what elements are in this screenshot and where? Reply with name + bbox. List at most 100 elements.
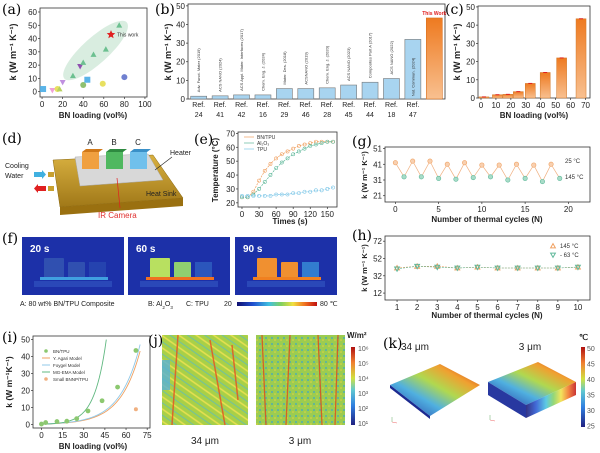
data-point <box>274 156 279 161</box>
panel-label-d: (d) <box>2 131 22 147</box>
y-tick-label: 50 <box>28 21 37 30</box>
bar <box>211 95 229 100</box>
data-point <box>116 22 123 28</box>
data-point <box>99 398 105 404</box>
bar <box>233 94 250 100</box>
x-tick-label: 60 <box>566 101 575 110</box>
legend-marker <box>549 242 557 249</box>
hot-path <box>285 334 291 426</box>
colorbar-tick-label: 10¹ <box>358 421 369 428</box>
colorbar-tick-label: 45 <box>587 362 595 369</box>
x-tick-label: 150 <box>321 210 335 219</box>
data-point <box>102 46 109 52</box>
cooling-label: Cooling <box>5 163 29 170</box>
data-point <box>427 158 433 164</box>
x-tick-label: 70 <box>581 101 590 110</box>
y-tick-label: 60 <box>28 8 37 17</box>
this-work-label: This work <box>117 33 139 39</box>
legend-label: Small BNNP/TPU <box>53 377 88 382</box>
y-tick-label: 10 <box>466 76 475 85</box>
data-point <box>531 162 537 168</box>
heater-strip <box>40 277 108 280</box>
y-tick-label: 12 <box>373 289 382 298</box>
data-point <box>574 264 582 271</box>
heat-flux-map-3um <box>256 335 345 425</box>
hot-path <box>171 334 179 426</box>
x-tick-label: 75 <box>143 431 152 440</box>
data-point <box>302 146 307 151</box>
x-tick-label: 15 <box>58 431 67 440</box>
axis-triad-icon <box>391 421 398 424</box>
data-point <box>133 407 138 412</box>
y-tick-label: 40 <box>226 171 235 180</box>
series-line <box>241 187 334 197</box>
data-point <box>314 188 318 193</box>
data-point <box>522 175 528 181</box>
y-tick-label: 30 <box>28 48 37 57</box>
colorbar-tick-label: 30 <box>587 408 595 415</box>
data-point <box>470 175 476 181</box>
data-point <box>64 418 70 424</box>
data-point <box>474 264 481 271</box>
journal-label: ACS NANO (2024) <box>218 58 223 92</box>
y-tick-label: 31 <box>373 176 382 185</box>
scale-max: 80 ℃ <box>320 301 338 308</box>
data-point <box>514 265 521 272</box>
y-axis-label: k (W m⁻¹ K⁻¹) <box>452 24 462 81</box>
bar <box>190 95 208 100</box>
data-point <box>494 265 501 272</box>
panel-label-f: (f) <box>2 231 18 247</box>
hot-path <box>261 334 267 426</box>
y-tick-label: 50 <box>226 157 235 166</box>
data-point <box>59 79 66 86</box>
x-tick-label: 1 <box>395 303 400 312</box>
scale-min: 20 <box>224 301 232 308</box>
data-point <box>488 174 494 180</box>
legend-marker <box>44 349 48 353</box>
ref-label: Ref. <box>192 102 205 109</box>
ref-number: 46 <box>302 112 310 119</box>
x-tick-label: 20 <box>564 205 573 214</box>
temperature-colorbar <box>237 302 317 306</box>
y-tick-label: 52 <box>373 254 382 263</box>
y-tick-label: 0 <box>26 421 31 430</box>
panel-label-j: (j) <box>148 333 163 349</box>
ref-number: 45 <box>345 112 353 119</box>
caption-b-part: B: Al <box>148 301 163 308</box>
y-tick-label: 32 <box>373 272 382 281</box>
data-point <box>85 408 91 414</box>
data-point <box>257 178 261 183</box>
x-axis-label: BN loading (vol%) <box>500 111 569 120</box>
data-point <box>245 195 250 200</box>
sample-cube <box>82 152 99 169</box>
y-tick-label: 10 <box>28 74 37 83</box>
x-tick-label: 10 <box>477 205 486 214</box>
data-point <box>240 193 244 198</box>
legend-marker <box>549 252 557 259</box>
data-point <box>262 180 267 184</box>
x-tick-label: 60 <box>272 210 281 219</box>
data-point <box>436 175 442 181</box>
y-tick-label: 0 <box>33 88 38 97</box>
sample-b <box>68 262 85 278</box>
data-point <box>308 141 313 146</box>
y-axis-label: k (W m⁻¹ K⁻¹) <box>360 151 369 199</box>
journal-label: Adv. Funct. Mater (2019) <box>196 48 201 93</box>
ref-label: Ref. <box>342 102 355 109</box>
data-point <box>554 265 562 272</box>
data-point <box>279 152 284 157</box>
ref-number: 28 <box>323 112 331 119</box>
x-tick-label: 0 <box>39 431 44 440</box>
y-tick-label: 21 <box>373 192 382 201</box>
bar <box>404 39 422 100</box>
data-point <box>462 160 468 166</box>
base-plate <box>34 281 112 287</box>
data-point <box>115 384 120 390</box>
y-axis-label: k (W m⁻¹K⁻¹) <box>4 356 14 408</box>
sample-a <box>150 258 170 278</box>
y-axis-label: Temperature (°C) <box>211 137 220 202</box>
data-point <box>314 142 318 147</box>
x-tick-label: 30 <box>79 431 88 440</box>
cube-label: C <box>135 138 141 147</box>
